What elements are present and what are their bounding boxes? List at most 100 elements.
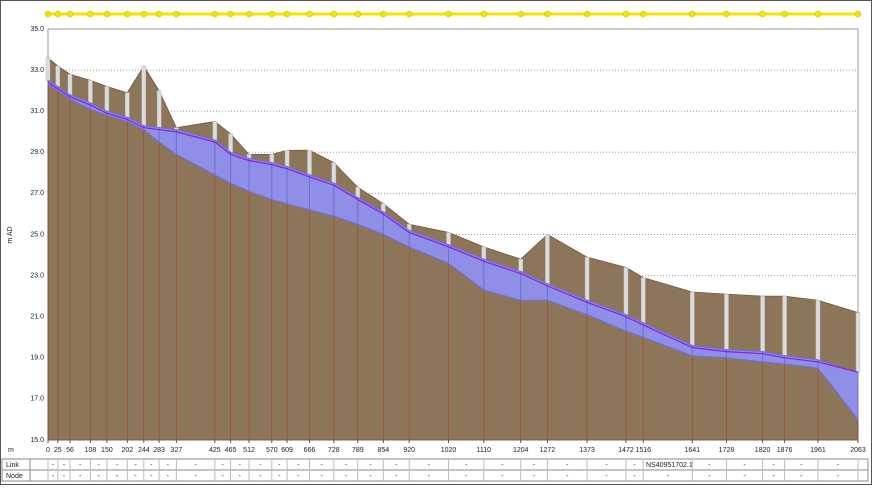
manhole bbox=[104, 86, 110, 112]
link-cell: - bbox=[97, 462, 100, 469]
x-tick-label: 1820 bbox=[755, 447, 771, 454]
node-cell: - bbox=[52, 473, 55, 480]
node-marker bbox=[173, 10, 180, 18]
node-cell: - bbox=[369, 473, 372, 480]
x-tick-label: 1516 bbox=[635, 447, 651, 454]
link-cell: - bbox=[116, 462, 119, 469]
pipe-segment bbox=[817, 359, 859, 421]
node-cell: - bbox=[605, 473, 608, 480]
y-tick-label: 25.0 bbox=[30, 231, 44, 238]
node-cell: - bbox=[259, 473, 262, 480]
manhole bbox=[690, 291, 695, 346]
link-cell: - bbox=[772, 462, 775, 469]
y-tick-label: 27.0 bbox=[30, 190, 44, 197]
manhole bbox=[67, 73, 73, 96]
node-cell: - bbox=[800, 473, 803, 480]
node-marker bbox=[211, 10, 219, 18]
manhole bbox=[545, 234, 550, 285]
node-cell: - bbox=[320, 473, 323, 480]
x-tick-label: 2063 bbox=[850, 447, 866, 454]
manhole bbox=[760, 295, 765, 352]
manhole bbox=[481, 246, 487, 260]
node-cell: - bbox=[837, 473, 840, 480]
x-tick-label: 25 bbox=[54, 447, 62, 454]
x-tick-label: 1876 bbox=[777, 447, 793, 454]
y-tick-label: 17.0 bbox=[30, 396, 44, 403]
manhole bbox=[269, 154, 275, 163]
link-cell: - bbox=[63, 462, 66, 469]
link-cell: - bbox=[167, 462, 170, 469]
manhole bbox=[228, 133, 233, 153]
link-cell: - bbox=[533, 462, 536, 469]
node-cell: - bbox=[633, 473, 636, 480]
y-tick-label: 33.0 bbox=[30, 67, 44, 74]
manhole bbox=[782, 295, 787, 356]
x-tick-label: 202 bbox=[121, 447, 133, 454]
manhole bbox=[55, 65, 61, 87]
bottom-table: Link Node NS40951702.1 - - - - - - - - - - - - - - - - -… bbox=[1, 458, 869, 482]
x-tick-label: 666 bbox=[304, 447, 316, 454]
manhole bbox=[623, 267, 629, 315]
x-tick-label: 425 bbox=[209, 447, 221, 454]
node-marker bbox=[380, 10, 387, 18]
link-cell: - bbox=[194, 462, 197, 469]
x-tick-label: 1020 bbox=[441, 447, 457, 454]
node-marker bbox=[87, 10, 94, 18]
node-marker bbox=[689, 10, 696, 18]
link-cell: - bbox=[297, 462, 300, 469]
node-cell: - bbox=[278, 473, 281, 480]
node-marker bbox=[54, 10, 62, 18]
link-cell: - bbox=[320, 462, 323, 469]
node-marker bbox=[544, 10, 551, 18]
x-tick-label: 108 bbox=[85, 447, 97, 454]
x-tick-label: 56 bbox=[66, 447, 74, 454]
x-tick-label: 728 bbox=[328, 447, 340, 454]
x-tick-label: 0 bbox=[46, 447, 50, 454]
node-marker bbox=[639, 10, 647, 18]
link-cell: - bbox=[52, 462, 55, 469]
node-marker bbox=[124, 10, 131, 18]
link-cell: - bbox=[134, 462, 137, 469]
table-row-label: Link bbox=[6, 462, 19, 469]
y-tick-label: 29.0 bbox=[30, 149, 44, 156]
link-cell: - bbox=[465, 462, 468, 469]
node-cell: - bbox=[395, 473, 398, 480]
link-cell: - bbox=[369, 462, 372, 469]
manhole bbox=[307, 149, 312, 176]
manhole bbox=[141, 65, 147, 126]
x-tick-label: 1961 bbox=[810, 447, 826, 454]
node-cell: - bbox=[743, 473, 746, 480]
x-tick-label: 854 bbox=[377, 447, 389, 454]
node-marker bbox=[306, 10, 313, 18]
manhole bbox=[212, 121, 218, 141]
y-tick-label: 31.0 bbox=[30, 108, 44, 115]
x-tick-label: 789 bbox=[352, 447, 364, 454]
x-tick-label: 244 bbox=[138, 447, 150, 454]
manhole bbox=[284, 149, 290, 167]
x-tick-label: 283 bbox=[153, 447, 165, 454]
node-marker bbox=[268, 10, 276, 18]
y-tick-label: 35.0 bbox=[30, 26, 44, 33]
node-cell: - bbox=[63, 473, 66, 480]
link-cell: - bbox=[345, 462, 348, 469]
node-cell: - bbox=[134, 473, 137, 480]
y-tick-label: 23.0 bbox=[30, 272, 44, 279]
link-cell: - bbox=[428, 462, 431, 469]
node-marker bbox=[66, 10, 74, 18]
link-cell: - bbox=[239, 462, 242, 469]
link-cell: - bbox=[743, 462, 746, 469]
x-tick-label: 609 bbox=[281, 447, 293, 454]
x-tick-label: 570 bbox=[266, 447, 278, 454]
node-marker bbox=[405, 10, 413, 18]
x-tick-label: 1728 bbox=[719, 447, 735, 454]
hydraulic-grade-line bbox=[47, 81, 859, 373]
manhole bbox=[156, 90, 162, 128]
manhole bbox=[331, 162, 337, 184]
x-tick-label: 1641 bbox=[685, 447, 701, 454]
manhole bbox=[518, 258, 523, 272]
node-marker bbox=[140, 10, 148, 18]
node-marker bbox=[781, 10, 788, 18]
node-marker bbox=[583, 10, 591, 18]
link-cell: - bbox=[800, 462, 803, 469]
